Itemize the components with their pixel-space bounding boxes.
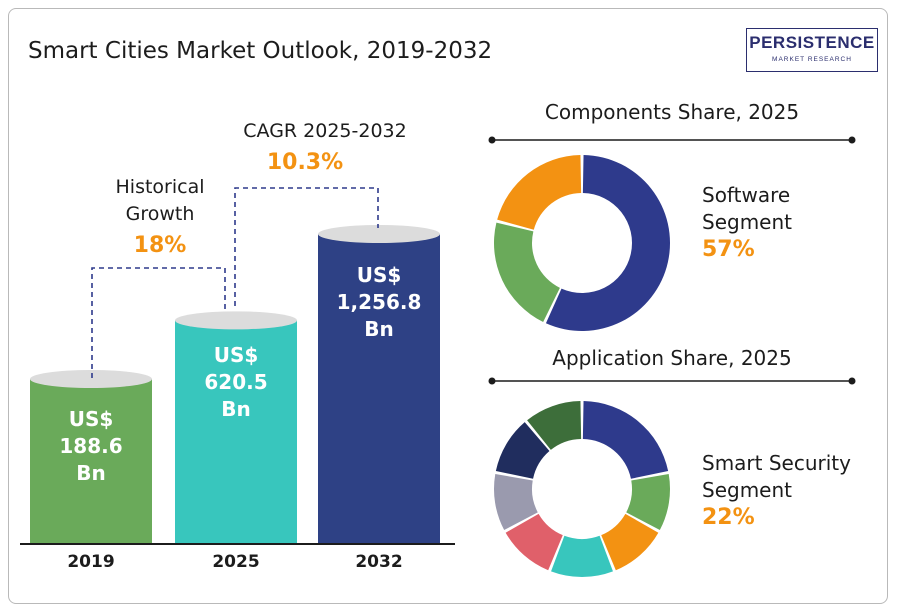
application-slice-6	[495, 422, 550, 479]
software-segment-line1: Software	[702, 183, 791, 207]
application-slice-5	[494, 474, 538, 531]
components-divider-dot-left	[488, 136, 496, 144]
bar-cap-2025	[175, 311, 297, 330]
bar-2032	[318, 234, 440, 544]
smart-security-segment-value: 22%	[702, 505, 755, 530]
x-tick-2032: 2032	[355, 552, 403, 572]
bar-2019-value-label: US$ 188.6 Bn	[30, 406, 152, 487]
components-donut	[494, 155, 671, 331]
cagr-value: 10.3%	[266, 150, 344, 175]
application-share-title: Application Share, 2025	[552, 346, 792, 370]
x-tick-2019: 2019	[67, 552, 115, 572]
bar-2032-value-line2: 1,256.8	[336, 290, 422, 314]
software-segment-value: 57%	[702, 237, 755, 262]
application-divider-dot-right	[848, 377, 856, 385]
bar-2019	[30, 379, 152, 544]
bar-2019-value-line1: US$	[68, 407, 114, 431]
bar-2025-value-label: US$ 620.5 Bn	[175, 342, 297, 423]
infographic-frame	[8, 8, 888, 604]
historical-growth-label-line1: Historical	[115, 176, 205, 198]
application-slice-7	[527, 401, 582, 450]
cagr-connector	[234, 187, 379, 306]
smart-security-segment-line2: Segment	[702, 478, 792, 502]
bar-cap-2032	[318, 225, 440, 243]
bar-cap-2019	[30, 370, 152, 388]
application-slice-0	[582, 401, 669, 479]
page-title: Smart Cities Market Outlook, 2019-2032	[28, 38, 493, 64]
components-slice-2	[497, 155, 582, 230]
smart-security-segment-line1: Smart Security	[702, 451, 851, 475]
software-segment-line2: Segment	[702, 210, 792, 234]
software-segment-label: Software Segment 57%	[702, 182, 792, 263]
bar-2025-value-line2: 620.5	[204, 370, 268, 394]
historical-growth-connector	[91, 267, 226, 378]
logo-sub-text: MARKET RESEARCH	[772, 56, 852, 63]
application-slice-4	[505, 513, 563, 571]
bar-2025-value-line3: Bn	[221, 397, 251, 421]
logo-main-text: PERSISTENCE	[749, 33, 875, 52]
bar-2032-value-line3: Bn	[364, 317, 394, 341]
application-slice-3	[551, 535, 613, 577]
bar-2032-value-label: US$ 1,256.8 Bn	[318, 262, 440, 343]
bar-series	[30, 225, 440, 544]
components-divider-dot-right	[848, 136, 856, 144]
x-tick-2025: 2025	[212, 552, 260, 572]
historical-growth-label-line2: Growth	[125, 203, 195, 225]
historical-growth-value: 18%	[133, 233, 187, 258]
cagr-label: CAGR 2025-2032	[243, 120, 407, 142]
bar-2019-value-line3: Bn	[76, 461, 106, 485]
bar-2025-value-line1: US$	[213, 343, 259, 367]
application-donut	[494, 401, 671, 577]
persistence-logo: PERSISTENCE MARKET RESEARCH	[746, 28, 878, 72]
bar-2019-value-line2: 188.6	[59, 434, 123, 458]
bar-2032-value-line1: US$	[356, 263, 402, 287]
application-divider-dot-left	[488, 377, 496, 385]
components-share-title: Components Share, 2025	[544, 100, 800, 124]
bar-2025	[175, 320, 297, 544]
components-slice-1	[494, 222, 560, 322]
smart-security-segment-label: Smart Security Segment 22%	[702, 450, 851, 531]
application-slice-1	[626, 474, 671, 531]
components-slice-0	[545, 155, 671, 331]
application-slice-2	[601, 513, 659, 571]
